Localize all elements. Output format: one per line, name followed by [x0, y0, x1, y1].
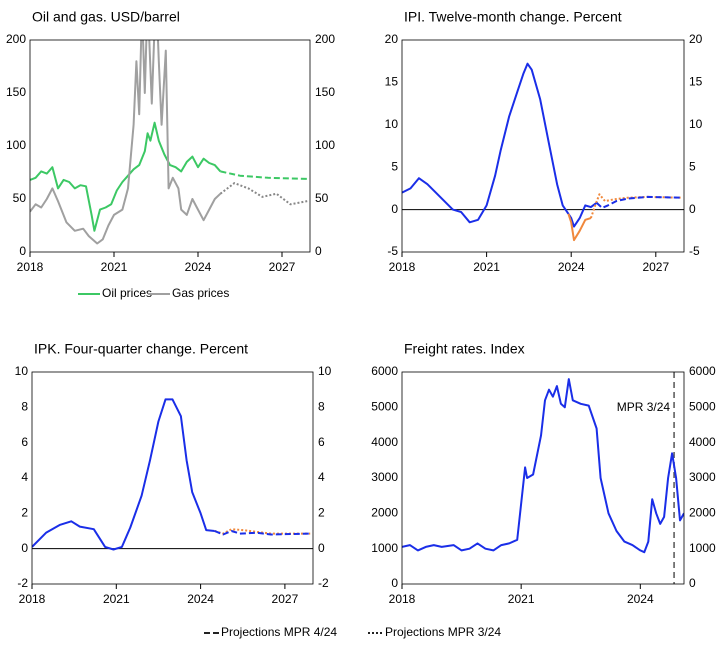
line-series [220, 170, 308, 180]
y-tick-label: 10 [385, 117, 399, 131]
x-tick-label: 2024 [185, 260, 212, 274]
plot-area [32, 398, 311, 551]
x-tick-label: 2018 [389, 260, 416, 274]
plot-frame [401, 371, 685, 585]
legend-label: Projections MPR 3/24 [385, 625, 501, 639]
y2-tick-label: 3000 [689, 470, 716, 484]
y2-tick-label: 0 [689, 202, 696, 216]
y2-tick-label: 0 [318, 541, 325, 555]
y2-tick-label: 150 [315, 85, 335, 99]
line-series [214, 530, 311, 536]
y2-tick-label: 15 [689, 75, 703, 89]
y2-tick-label: -5 [689, 244, 700, 258]
y-tick-label: 0 [19, 244, 26, 258]
plot-area [30, 40, 308, 245]
x-tick-label: 2024 [558, 260, 585, 274]
y2-tick-label: 0 [315, 244, 322, 258]
y-tick-label: 4000 [371, 435, 398, 449]
y2-tick-label: 0 [689, 576, 696, 590]
x-tick-label: 2018 [389, 592, 416, 606]
line-series [402, 62, 598, 228]
line-series [219, 182, 308, 206]
annotation: MPR 3/24 [617, 400, 671, 414]
y2-tick-label: 2 [318, 506, 325, 520]
y-tick-label: 6 [21, 435, 28, 449]
x-tick-label: 2021 [508, 592, 535, 606]
line-series [402, 378, 684, 554]
plot-frame [401, 39, 685, 253]
y-tick-label: 5000 [371, 400, 398, 414]
x-tick-label: 2021 [473, 260, 500, 274]
y2-tick-label: 1000 [689, 541, 716, 555]
y-tick-label: 0 [391, 576, 398, 590]
y2-tick-label: 20 [689, 32, 703, 46]
y2-tick-label: 4 [318, 470, 325, 484]
y2-tick-label: 100 [315, 138, 335, 152]
chart-title: Freight rates. Index [404, 341, 525, 357]
y2-tick-label: 5 [689, 159, 696, 173]
x-tick-label: 2018 [19, 592, 46, 606]
line-series [32, 398, 215, 551]
y-tick-label: 0 [391, 202, 398, 216]
chart-title: Oil and gas. USD/barrel [32, 9, 180, 25]
y2-tick-label: 8 [318, 400, 325, 414]
y2-tick-label: 200 [315, 32, 335, 46]
y-tick-label: 6000 [371, 364, 398, 378]
y-tick-label: 8 [21, 400, 28, 414]
y2-tick-label: 2000 [689, 506, 716, 520]
plot-frame [31, 371, 314, 585]
y-tick-label: 0 [21, 541, 28, 555]
y-tick-label: 20 [385, 32, 399, 46]
y2-tick-label: 4000 [689, 435, 716, 449]
y-tick-label: -5 [387, 244, 398, 258]
y-tick-label: -2 [17, 576, 28, 590]
chart-title: IPI. Twelve-month change. Percent [404, 9, 622, 25]
x-tick-label: 2021 [103, 592, 130, 606]
y-tick-label: 150 [6, 85, 26, 99]
y2-tick-label: 6000 [689, 364, 716, 378]
legend-label: Projections MPR 4/24 [221, 625, 337, 639]
y-tick-label: 1000 [371, 541, 398, 555]
y-tick-label: 2000 [371, 506, 398, 520]
x-tick-label: 2018 [17, 260, 44, 274]
y-tick-label: 50 [13, 191, 27, 205]
x-tick-label: 2021 [101, 260, 128, 274]
x-tick-label: 2024 [187, 592, 214, 606]
y-tick-label: 4 [21, 470, 28, 484]
line-series [30, 40, 222, 245]
y-tick-label: 5 [391, 159, 398, 173]
line-series [595, 195, 682, 209]
plot-area [402, 372, 684, 584]
x-tick-label: 2024 [627, 592, 654, 606]
y2-tick-label: -2 [318, 576, 329, 590]
y-tick-label: 2 [21, 506, 28, 520]
y2-tick-label: 10 [318, 364, 332, 378]
x-tick-label: 2027 [272, 592, 299, 606]
line-series [589, 193, 682, 219]
x-tick-label: 2027 [269, 260, 296, 274]
y-tick-label: 100 [6, 138, 26, 152]
line-series [567, 213, 592, 242]
y-tick-label: 200 [6, 32, 26, 46]
x-tick-label: 2027 [642, 260, 669, 274]
y-tick-label: 10 [15, 364, 29, 378]
y2-tick-label: 5000 [689, 400, 716, 414]
y2-tick-label: 10 [689, 117, 703, 131]
y-tick-label: 15 [385, 75, 399, 89]
plot-frame [29, 39, 311, 253]
plot-area [402, 62, 682, 242]
line-series [30, 121, 222, 232]
y-tick-label: 3000 [371, 470, 398, 484]
y2-tick-label: 50 [315, 191, 329, 205]
legend-label: Gas prices [172, 286, 229, 300]
y2-tick-label: 6 [318, 435, 325, 449]
legend-label: Oil prices [102, 286, 152, 300]
chart-title: IPK. Four-quarter change. Percent [34, 341, 248, 357]
